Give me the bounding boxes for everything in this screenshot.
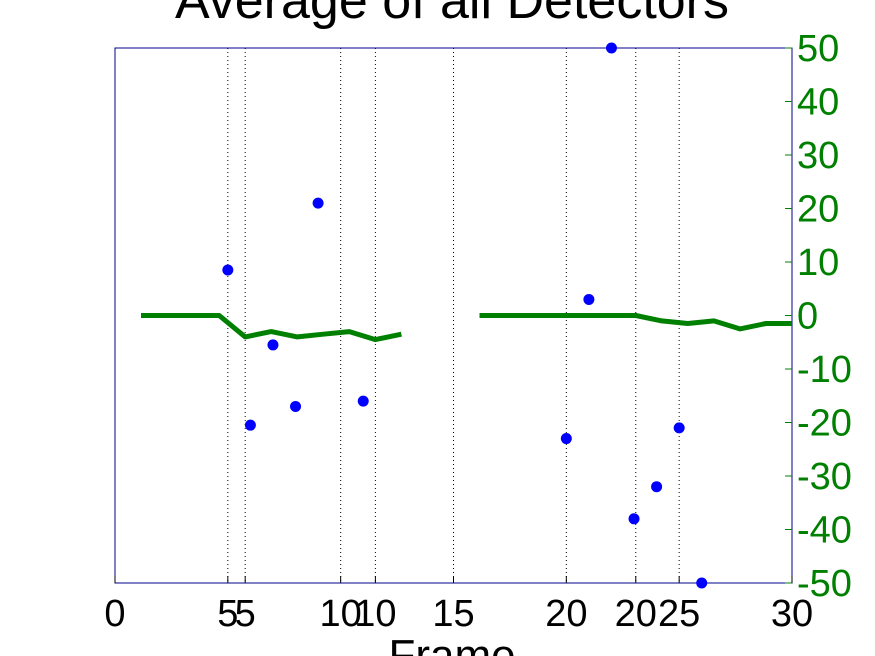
x-tick-label: 25 bbox=[658, 593, 700, 635]
data-point bbox=[673, 422, 685, 434]
data-point bbox=[357, 395, 369, 407]
y-tick-label: -10 bbox=[797, 349, 852, 391]
scatter-series bbox=[222, 42, 708, 589]
data-point bbox=[628, 513, 640, 525]
y-tick-label: 0 bbox=[797, 296, 818, 338]
x-tick-label: 10 bbox=[354, 593, 396, 635]
x-tick-label: 0 bbox=[104, 593, 125, 635]
y-tick-label: -40 bbox=[797, 510, 852, 552]
data-point bbox=[267, 339, 279, 351]
data-point bbox=[583, 293, 595, 305]
x-tick-label: 10 bbox=[320, 593, 362, 635]
y-tick-label: -20 bbox=[797, 403, 852, 445]
line-segment-1 bbox=[141, 313, 402, 343]
y-tick-label: 40 bbox=[797, 82, 839, 124]
y-tick-label: 20 bbox=[797, 189, 839, 231]
x-axis-label: Frame bbox=[388, 631, 515, 656]
data-point bbox=[244, 419, 256, 431]
x-tick-label: 30 bbox=[771, 593, 813, 635]
y-tick-label: 30 bbox=[797, 135, 839, 177]
data-point bbox=[696, 577, 708, 589]
x-tick-label: 15 bbox=[432, 593, 474, 635]
data-point bbox=[651, 481, 663, 493]
x-tick-label: 5 bbox=[235, 593, 256, 635]
y-tick-label: 50 bbox=[797, 28, 839, 70]
data-point bbox=[290, 400, 302, 412]
y-tick-label: -30 bbox=[797, 456, 852, 498]
data-point bbox=[312, 197, 324, 209]
right-y-axis: 50 40 30 20 10 0 -10 -20 -30 -40 -50 bbox=[785, 28, 852, 605]
data-point bbox=[605, 42, 617, 54]
chart-title: Average of all Detectors bbox=[175, 0, 729, 30]
x-tick-label: 5 bbox=[217, 593, 238, 635]
y-tick-label: -50 bbox=[797, 563, 852, 605]
data-point bbox=[222, 264, 234, 276]
x-tick-label: 20 bbox=[545, 593, 587, 635]
data-point bbox=[560, 433, 572, 445]
x-axis: 0 5 10 15 20 25 305 10 20 bbox=[104, 576, 813, 635]
line-segment-2 bbox=[479, 313, 792, 332]
y-tick-label: 10 bbox=[797, 242, 839, 284]
line-series bbox=[141, 313, 792, 343]
x-tick-label: 20 bbox=[615, 593, 657, 635]
